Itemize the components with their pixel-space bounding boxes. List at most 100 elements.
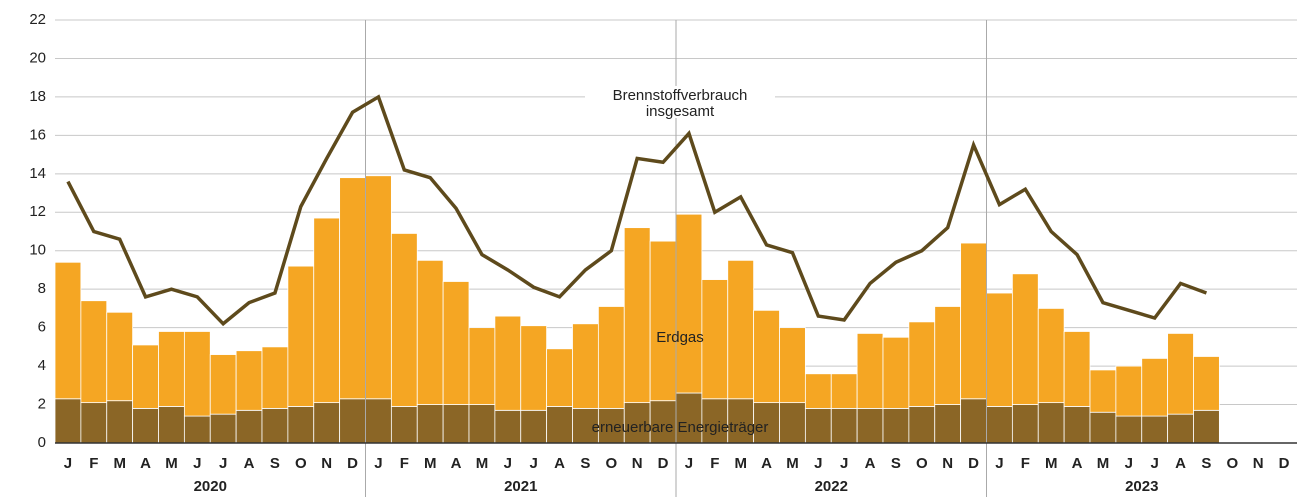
x-tick-label: J <box>193 455 201 472</box>
bar-segment <box>1167 333 1194 415</box>
bar-segment <box>106 311 134 402</box>
bar-segment <box>494 409 522 444</box>
series-label: Erdgas <box>656 329 704 346</box>
bar-segment <box>339 398 366 444</box>
bar-segment <box>649 400 677 444</box>
x-tick-label: A <box>1072 455 1083 472</box>
bar-segment <box>1011 404 1039 444</box>
bar-segment <box>1141 415 1169 444</box>
bar-segment <box>183 331 211 417</box>
bar-segment <box>158 406 185 444</box>
bar-segment <box>80 402 108 444</box>
bar-segment <box>416 404 444 444</box>
bar-segment <box>908 321 936 407</box>
x-tick-label: A <box>451 455 462 472</box>
bar-segment <box>804 407 832 444</box>
bar-segment <box>1037 308 1065 404</box>
bar-segment <box>856 407 884 444</box>
y-tick-label: 6 <box>38 319 46 336</box>
x-tick-label: A <box>244 455 255 472</box>
bar-segment <box>468 404 496 444</box>
x-tick-label: N <box>1253 455 1264 472</box>
bar-segment <box>339 177 366 400</box>
bar-segment <box>908 406 936 444</box>
bar-segment <box>1141 357 1169 417</box>
y-tick-label: 18 <box>29 88 46 105</box>
x-tick-label: J <box>64 455 72 472</box>
bar-segment <box>54 261 82 400</box>
x-tick-label: J <box>840 455 848 472</box>
bar-segment <box>132 407 159 444</box>
x-tick-label: J <box>374 455 382 472</box>
bar-segment <box>209 354 237 415</box>
bar-segment <box>779 327 806 404</box>
x-tick-label: A <box>865 455 876 472</box>
bar-segment <box>390 406 418 444</box>
y-tick-label: 16 <box>29 126 46 143</box>
series-label: erneuerbare Energieträger <box>592 419 769 436</box>
bar-segment <box>313 402 341 444</box>
x-tick-label: J <box>814 455 822 472</box>
bar-segment <box>1193 409 1220 444</box>
series-label: Brennstoffverbrauch insgesamt <box>613 87 748 120</box>
bar-segment <box>701 279 729 400</box>
bar-segment <box>390 233 418 407</box>
x-tick-label: A <box>761 455 772 472</box>
x-tick-label: A <box>140 455 151 472</box>
y-tick-label: 4 <box>38 357 46 374</box>
bar-segment <box>158 331 185 407</box>
x-tick-label: D <box>658 455 669 472</box>
x-tick-label: A <box>554 455 565 472</box>
x-tick-label: F <box>89 455 98 472</box>
bar-segment <box>934 404 962 444</box>
bar-segment <box>416 259 444 405</box>
bar-segment <box>986 406 1013 444</box>
x-tick-label: N <box>942 455 953 472</box>
x-tick-label: F <box>1021 455 1030 472</box>
x-tick-label: S <box>891 455 901 472</box>
bar-segment <box>468 327 496 405</box>
x-tick-label: F <box>710 455 719 472</box>
bar-segment <box>520 409 548 444</box>
x-tick-label: M <box>476 455 489 472</box>
x-tick-label: J <box>219 455 227 472</box>
bar-segment <box>597 407 625 444</box>
bar-segment <box>779 402 806 444</box>
y-tick-label: 8 <box>38 280 46 297</box>
bar-segment <box>209 413 237 444</box>
bar-segment <box>804 373 832 409</box>
bar-segment <box>313 217 341 404</box>
bar-segment <box>960 242 987 400</box>
bar-segment <box>442 404 470 444</box>
line-series <box>66 94 1208 327</box>
x-tick-label: N <box>632 455 643 472</box>
bar-segment <box>1167 413 1194 444</box>
x-tick-label: M <box>1045 455 1058 472</box>
bar-segment <box>546 348 573 407</box>
x-tick-label: S <box>1201 455 1211 472</box>
bar-segment <box>727 259 755 400</box>
x-tick-label: F <box>400 455 409 472</box>
bar-segment <box>675 392 703 444</box>
x-tick-label: N <box>321 455 332 472</box>
x-tick-label: J <box>504 455 512 472</box>
x-tick-label: J <box>1151 455 1159 472</box>
bar-segment <box>623 227 651 404</box>
bar-segment <box>261 407 289 444</box>
x-tick-label: M <box>424 455 437 472</box>
x-tick-label: S <box>580 455 590 472</box>
x-tick-label: D <box>1279 455 1290 472</box>
bar-segment <box>572 407 599 444</box>
y-tick-label: 12 <box>29 203 46 220</box>
y-tick-label: 2 <box>38 396 46 413</box>
x-tick-label: J <box>1125 455 1133 472</box>
bar-segment <box>235 409 263 444</box>
bar-segment <box>365 398 392 444</box>
year-label: 2023 <box>1125 478 1158 495</box>
x-tick-label: O <box>295 455 307 472</box>
bar-segment <box>1063 331 1091 407</box>
x-tick-label: M <box>786 455 799 472</box>
bar-segment <box>960 398 987 444</box>
y-tick-label: 10 <box>29 242 46 259</box>
